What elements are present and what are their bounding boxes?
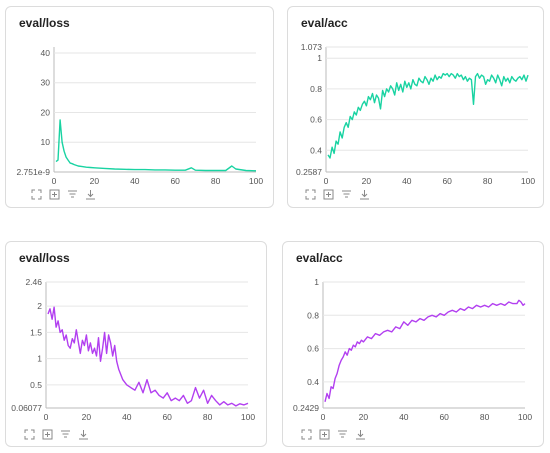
x-tick-label: 40 (402, 176, 412, 186)
x-tick-label: 100 (518, 412, 532, 422)
chart-canvas[interactable]: 0.2587 0.4 0.6 0.8 11.073 0 20 40 60 80 100 (288, 7, 545, 209)
x-tick-label: 60 (170, 176, 180, 186)
expand-icon[interactable] (23, 428, 35, 440)
y-tick-label: 0.8 (310, 84, 322, 94)
x-tick-label: 20 (90, 176, 100, 186)
chart-panel-eval-loss-1: eval/loss 2.751e-9 10 20 30 40 0 20 40 60 80 100 (5, 6, 274, 208)
chart-panel-eval-loss-2: eval/loss 0.06077 0.5 1 1.5 2 2.46 0 20 40 60 80 10… (5, 241, 267, 447)
filter-icon[interactable] (336, 428, 348, 440)
x-tick-label: 40 (399, 412, 409, 422)
y-tick-label: 2.751e-9 (16, 167, 50, 177)
fit-icon[interactable] (318, 428, 330, 440)
chart-title: eval/acc (296, 251, 343, 265)
x-tick-label: 0 (324, 176, 329, 186)
y-tick-label: 40 (41, 48, 51, 58)
x-tick-label: 100 (521, 176, 535, 186)
chart-title: eval/loss (19, 16, 70, 30)
filter-icon[interactable] (340, 188, 352, 200)
x-tick-label: 60 (439, 412, 449, 422)
y-tick-label: 1.073 (301, 42, 323, 52)
x-tick-label: 20 (362, 176, 372, 186)
chart-canvas[interactable]: 0.2429 0.4 0.6 0.8 1 0 20 40 60 80 100 (283, 242, 545, 448)
chart-toolbar (300, 428, 366, 440)
x-tick-label: 0 (52, 176, 57, 186)
x-tick-label: 40 (130, 176, 140, 186)
x-tick-label: 80 (203, 412, 213, 422)
y-tick-label: 0.4 (307, 377, 319, 387)
y-tick-label: 1 (317, 53, 322, 63)
x-tick-label: 60 (442, 176, 452, 186)
download-icon[interactable] (84, 188, 96, 200)
x-tick-label: 100 (249, 176, 263, 186)
chart-toolbar (30, 188, 96, 200)
y-tick-label: 0.6 (307, 344, 319, 354)
y-tick-label: 2 (37, 301, 42, 311)
download-icon[interactable] (358, 188, 370, 200)
series-line[interactable] (47, 306, 249, 407)
y-tick-label: 0.8 (307, 310, 319, 320)
y-tick-label: 20 (41, 107, 51, 117)
chart-toolbar (23, 428, 89, 440)
y-tick-label: 0.4 (310, 145, 322, 155)
y-tick-label: 1 (37, 354, 42, 364)
x-tick-label: 40 (122, 412, 132, 422)
chart-panel-eval-acc-2: eval/acc 0.2429 0.4 0.6 0.8 1 0 20 40 60 80 100 (282, 241, 544, 447)
download-icon[interactable] (77, 428, 89, 440)
chart-panel-eval-acc-1: eval/acc 0.2587 0.4 0.6 0.8 1 1.073 0 20 40 60 80 1… (287, 6, 544, 208)
filter-icon[interactable] (59, 428, 71, 440)
y-tick-label: 0.2587 (296, 167, 322, 177)
x-tick-label: 80 (211, 176, 221, 186)
fit-icon[interactable] (41, 428, 53, 440)
series-line[interactable] (55, 119, 257, 172)
series-line[interactable] (327, 72, 529, 159)
x-tick-label: 0 (44, 412, 49, 422)
y-tick-label: 0.5 (30, 380, 42, 390)
chart-canvas[interactable]: 0.06077 0.5 1 1.5 2 2.46 0 20 40 60 80 100 (6, 242, 268, 448)
x-tick-label: 20 (82, 412, 92, 422)
y-tick-label: 2.46 (25, 277, 42, 287)
x-tick-label: 80 (483, 176, 493, 186)
x-tick-label: 60 (162, 412, 172, 422)
x-tick-label: 0 (321, 412, 326, 422)
expand-icon[interactable] (300, 428, 312, 440)
y-tick-label: 30 (41, 78, 51, 88)
fit-icon[interactable] (322, 188, 334, 200)
y-tick-label: 1 (314, 277, 319, 287)
chart-title: eval/acc (301, 16, 348, 30)
expand-icon[interactable] (30, 188, 42, 200)
chart-title: eval/loss (19, 251, 70, 265)
expand-icon[interactable] (304, 188, 316, 200)
x-tick-label: 80 (480, 412, 490, 422)
series-line[interactable] (324, 299, 526, 402)
y-tick-label: 1.5 (30, 327, 42, 337)
download-icon[interactable] (354, 428, 366, 440)
filter-icon[interactable] (66, 188, 78, 200)
y-tick-label: 0.2429 (293, 403, 319, 413)
x-tick-label: 100 (241, 412, 255, 422)
chart-canvas[interactable]: 2.751e-9 10 20 30 40 0 20 40 60 80 100 (6, 7, 275, 209)
fit-icon[interactable] (48, 188, 60, 200)
chart-toolbar (304, 188, 370, 200)
y-tick-label: 0.06077 (11, 403, 42, 413)
y-tick-label: 0.6 (310, 115, 322, 125)
y-tick-label: 10 (41, 137, 51, 147)
x-tick-label: 20 (359, 412, 369, 422)
